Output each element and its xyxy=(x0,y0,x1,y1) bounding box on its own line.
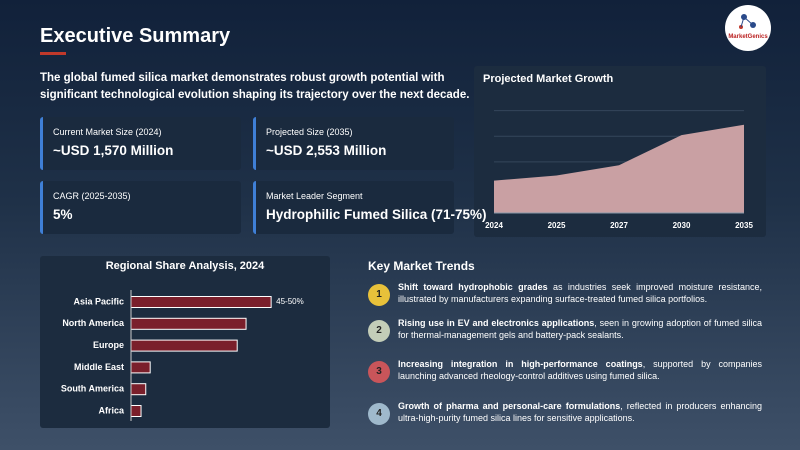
metric-card: CAGR (2025-2035) 5% xyxy=(40,181,241,234)
trend-bold: Growth of pharma and personal-care formu… xyxy=(398,401,621,411)
metric-value: Hydrophilic Fumed Silica (71-75%) xyxy=(266,207,487,222)
trend-rest: , supported by companies launching advan… xyxy=(398,359,763,381)
trend-item: 4 Growth of pharma and personal-care form… xyxy=(368,400,762,433)
trend-rest: as industries seek improved moisture res… xyxy=(398,282,762,304)
growth-panel xyxy=(474,66,766,237)
metric-label: CAGR (2025-2035) xyxy=(53,191,131,201)
metric-card: Projected Size (2035) ~USD 2,553 Million xyxy=(253,117,454,170)
trend-number: 1 xyxy=(368,284,390,306)
trend-text: Increasing integration in high-performan… xyxy=(398,358,762,382)
trend-number: 4 xyxy=(368,403,390,425)
trend-item: 1 Shift toward hydrophobic grades as indu… xyxy=(368,281,762,314)
trend-item: 3 Increasing integration in high-performa… xyxy=(368,358,762,391)
trend-rest: , reflected in producers enhancing ultra… xyxy=(398,401,762,423)
logo-icon xyxy=(739,14,756,29)
intro-text: The global fumed silica market demonstra… xyxy=(40,72,470,101)
title-underline xyxy=(40,52,66,55)
metric-label: Projected Size (2035) xyxy=(266,127,353,137)
title: Executive Summary xyxy=(40,25,231,47)
metric-card: Market Leader Segment Hydrophilic Fumed S… xyxy=(253,181,487,234)
logo-text: MarketGenics xyxy=(728,34,768,40)
trend-text: Growth of pharma and personal-care formu… xyxy=(398,400,762,424)
metric-label: Market Leader Segment xyxy=(266,191,363,201)
trend-item: 2 Rising use in EV and electronics applic… xyxy=(368,317,762,350)
trend-bold: Increasing integration in high-performan… xyxy=(398,359,643,369)
logo: MarketGenics xyxy=(725,5,771,51)
trend-bold: Shift toward hydrophobic grades xyxy=(398,282,548,292)
metric-card: Current Market Size (2024) ~USD 1,570 Mil… xyxy=(40,117,241,170)
trend-text: Shift toward hydrophobic grades as indus… xyxy=(398,281,762,305)
region-panel xyxy=(40,256,330,428)
trend-number: 3 xyxy=(368,361,390,383)
trend-rest: , seen in growing adoption of fumed sili… xyxy=(398,318,762,340)
metric-value: ~USD 2,553 Million xyxy=(266,143,387,158)
trend-number: 2 xyxy=(368,320,390,342)
trends-title: Key Market Trends xyxy=(368,259,475,273)
metric-value: 5% xyxy=(53,207,73,222)
trend-bold: Rising use in EV and electronics applica… xyxy=(398,318,595,328)
trend-text: Rising use in EV and electronics applica… xyxy=(398,317,762,341)
metric-value: ~USD 1,570 Million xyxy=(53,143,174,158)
metric-label: Current Market Size (2024) xyxy=(53,127,162,137)
